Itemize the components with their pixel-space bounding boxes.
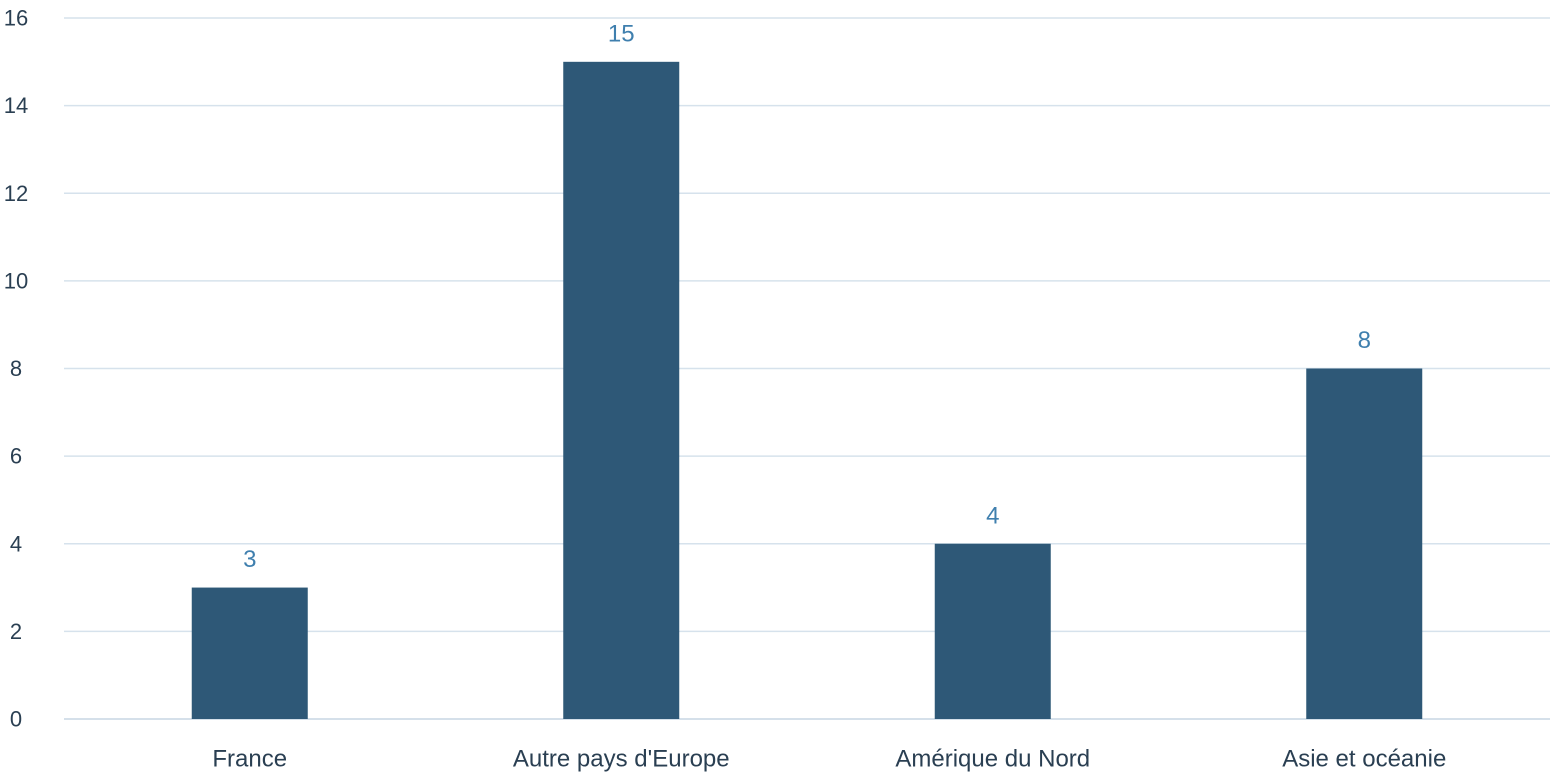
category-label-0: France xyxy=(212,746,287,773)
data-labels: 3 15 4 8 xyxy=(243,20,1371,573)
bars xyxy=(192,62,1423,719)
category-label-1: Autre pays d'Europe xyxy=(513,746,730,773)
y-tick-label-0: 0 xyxy=(10,707,22,732)
y-tick-label-10: 10 xyxy=(4,268,28,293)
data-label-0: 3 xyxy=(243,546,256,573)
x-axis-categories: France Autre pays d'Europe Amérique du Nor… xyxy=(212,746,1446,773)
data-label-3: 8 xyxy=(1358,327,1371,354)
y-tick-label-4: 4 xyxy=(10,531,22,556)
y-tick-label-8: 8 xyxy=(10,356,22,381)
y-axis-ticks: 0 2 4 6 8 10 12 14 16 xyxy=(4,6,28,732)
bar-3 xyxy=(1306,369,1422,720)
bar-2 xyxy=(935,544,1051,719)
bar-1 xyxy=(563,62,679,719)
y-tick-label-16: 16 xyxy=(4,6,28,31)
y-tick-label-6: 6 xyxy=(10,444,22,469)
y-tick-label-14: 14 xyxy=(4,93,28,118)
y-tick-label-12: 12 xyxy=(4,181,28,206)
category-label-2: Amérique du Nord xyxy=(895,746,1090,773)
bar-0 xyxy=(192,588,308,719)
category-label-3: Asie et océanie xyxy=(1282,746,1446,773)
data-label-1: 15 xyxy=(608,20,635,47)
data-label-2: 4 xyxy=(986,502,999,529)
y-tick-label-2: 2 xyxy=(10,619,22,644)
